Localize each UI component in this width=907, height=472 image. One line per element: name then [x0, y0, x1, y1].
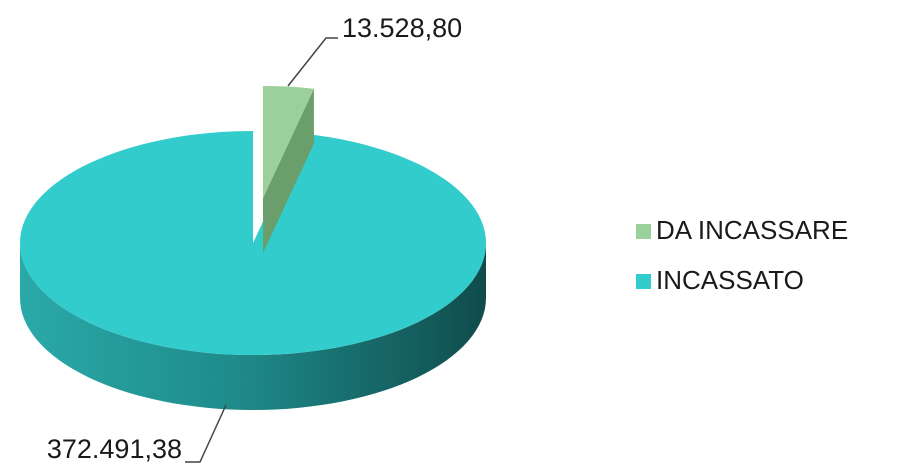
legend-label: DA INCASSARE	[656, 215, 848, 245]
data-label: 372.491,38	[47, 434, 182, 464]
leader-line	[287, 37, 338, 87]
pie-side	[20, 243, 486, 410]
pie-slice	[263, 86, 314, 198]
leader-line	[185, 404, 227, 463]
legend-label: INCASSATO	[656, 265, 804, 295]
pie-slice	[20, 131, 487, 355]
legend-swatch	[636, 224, 651, 239]
pie-side	[263, 88, 314, 253]
data-label: 13.528,80	[342, 13, 462, 43]
legend-swatch	[636, 274, 651, 289]
